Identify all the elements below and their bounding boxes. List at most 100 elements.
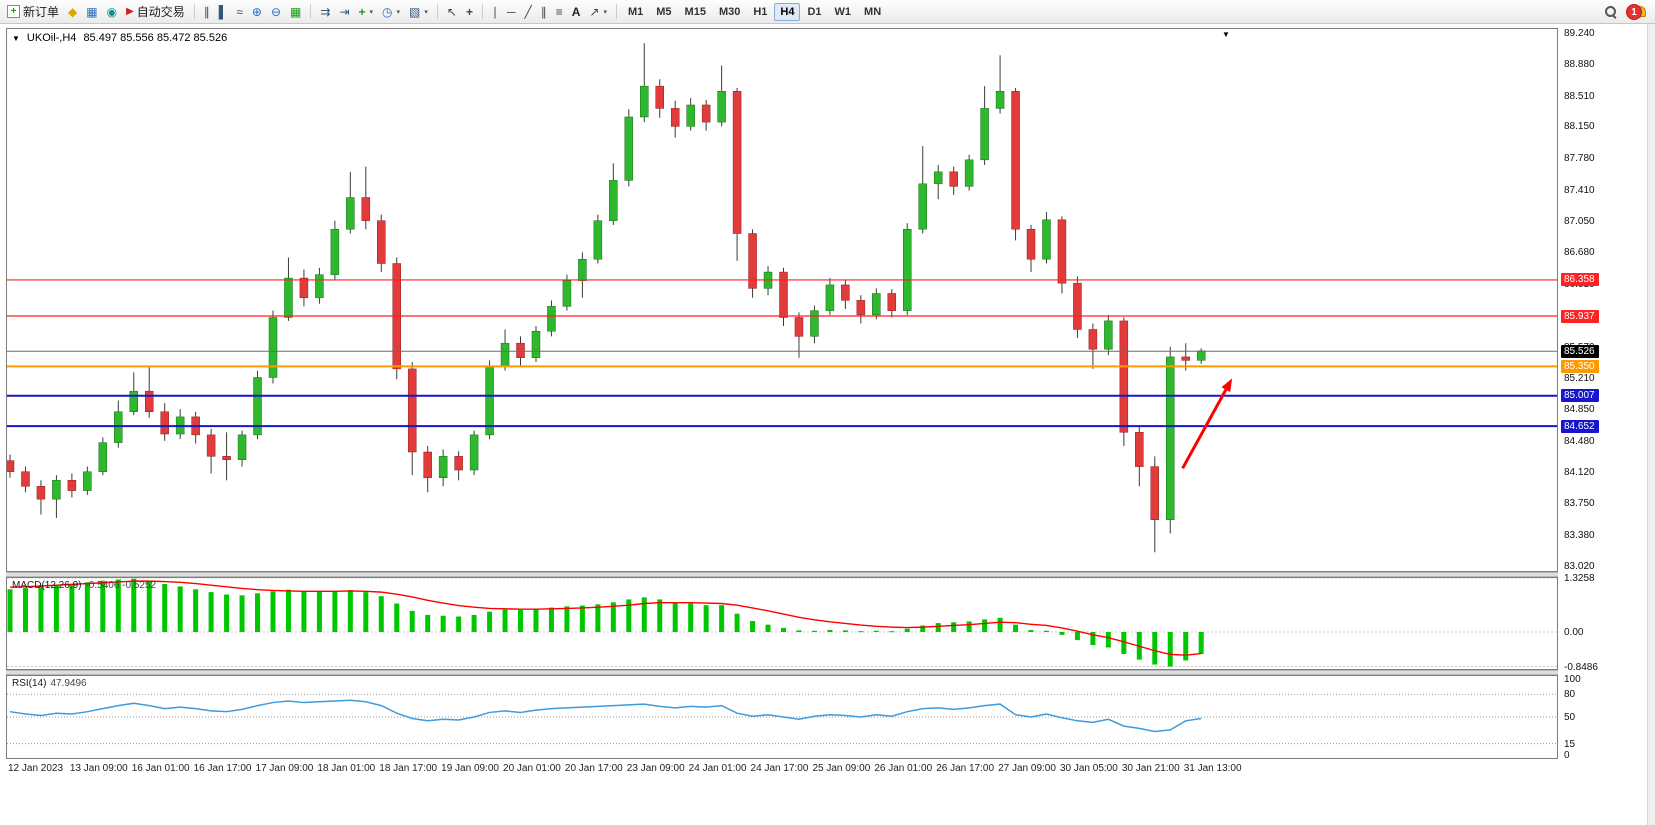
- date-axis-label: 20 Jan 01:00: [503, 763, 561, 774]
- auto-trading-button[interactable]: ▶ 自动交易: [122, 2, 189, 22]
- charts-button[interactable]: ◆: [64, 2, 81, 22]
- timeframe-m30-button[interactable]: M30: [718, 5, 741, 18]
- macd-title: MACD(12,26,9): [12, 580, 82, 591]
- indicator-axis-label: 80: [1564, 689, 1576, 701]
- timeframe-d1-button[interactable]: D1: [807, 5, 822, 18]
- trendline-tool-button[interactable]: ╱: [520, 2, 535, 22]
- auto-scroll-icon: ⇉: [320, 4, 331, 19]
- rsi-pane[interactable]: RSI(14) 47.9496: [6, 675, 1558, 759]
- vertical-scrollbar[interactable]: [1647, 24, 1655, 825]
- macd-canvas[interactable]: [7, 578, 1557, 669]
- macd-histogram: [7, 578, 1204, 667]
- timeframe-mn-button[interactable]: MN: [864, 5, 882, 18]
- price-axis-label: 88.150: [1564, 121, 1595, 133]
- bar-chart-button[interactable]: ∥: [200, 2, 214, 22]
- rsi-value: 47.9496: [50, 678, 87, 689]
- toolbar-separator: [310, 4, 312, 19]
- cursor-icon: ↖: [446, 4, 457, 19]
- price-tag: 86.358: [1561, 273, 1599, 287]
- price-axis-label: 87.410: [1564, 184, 1595, 196]
- date-axis-label: 24 Jan 17:00: [750, 763, 809, 774]
- toolbar-separator: [436, 4, 438, 19]
- text-tool-button[interactable]: A: [568, 2, 585, 22]
- cursor-button[interactable]: ↖: [443, 2, 461, 22]
- fibonacci-tool-button[interactable]: ≡: [552, 2, 567, 22]
- timeframe-m5-button[interactable]: M5: [656, 5, 672, 18]
- timeframe-h4-button[interactable]: H4: [774, 2, 801, 21]
- template-icon: ▧: [409, 4, 421, 19]
- horizontal-line-tool-button[interactable]: ─: [503, 2, 520, 22]
- indicators-button[interactable]: + ▾: [355, 2, 378, 22]
- tile-windows-icon: ▦: [290, 4, 302, 19]
- chevron-down-icon: ▾: [603, 8, 607, 16]
- date-axis-label: 17 Jan 09:00: [255, 763, 314, 774]
- chevron-down-icon: ▾: [369, 8, 374, 16]
- price-tag: 85.937: [1561, 309, 1599, 323]
- metaquotes-button[interactable]: ◉: [103, 2, 121, 22]
- vertical-line-icon: ∣: [491, 4, 498, 19]
- charts-icon: ◆: [68, 4, 78, 19]
- macd-label: MACD(12,26,9) -0.5406 -0.5252: [12, 580, 156, 591]
- horizontal-level-lines[interactable]: [7, 279, 1557, 428]
- price-chart-pane[interactable]: ▼ UKOil-,H4 85.497 85.556 85.472 85.526 …: [6, 28, 1558, 572]
- scroll-to-end-marker[interactable]: ▼: [1222, 30, 1230, 39]
- auto-scroll-button[interactable]: ⇉: [316, 2, 334, 22]
- rsi-title: RSI(14): [12, 678, 47, 689]
- rsi-line: [9, 699, 1202, 733]
- price-tag: 85.350: [1561, 359, 1599, 373]
- date-axis-label: 30 Jan 21:00: [1121, 763, 1180, 774]
- timeframe-h1-button[interactable]: H1: [753, 5, 768, 18]
- rsi-canvas[interactable]: [7, 676, 1557, 758]
- timeframe-w1-button[interactable]: W1: [834, 5, 852, 18]
- date-axis-label: 16 Jan 17:00: [193, 763, 252, 774]
- search-button[interactable]: [1600, 2, 1621, 22]
- indicator-axis-label: 1.3258: [1564, 573, 1595, 585]
- trend-arrow-annotation[interactable]: [1181, 378, 1233, 470]
- macd-pane[interactable]: MACD(12,26,9) -0.5406 -0.5252: [6, 577, 1558, 670]
- timeframe-m15-button[interactable]: M15: [684, 5, 706, 18]
- date-axis-label: 27 Jan 09:00: [998, 763, 1056, 774]
- crosshair-button[interactable]: +: [462, 2, 477, 22]
- price-tag: 84.652: [1561, 419, 1599, 433]
- chart-symbol-period: UKOil-,H4: [26, 32, 77, 44]
- date-axis-label: 18 Jan 01:00: [317, 763, 376, 774]
- pane-splitter[interactable]: [6, 572, 1558, 577]
- chart-shift-icon: ⇥: [339, 4, 350, 19]
- notification-count-badge[interactable]: 1: [1626, 4, 1642, 20]
- candlestick-chart-button[interactable]: ▌: [215, 2, 232, 22]
- chevron-down-icon: ▾: [396, 8, 401, 16]
- date-axis-label: 25 Jan 09:00: [812, 763, 871, 774]
- channel-tool-button[interactable]: ∥: [537, 2, 551, 22]
- timeframe-m1-button[interactable]: M1: [627, 5, 644, 18]
- templates-button[interactable]: ▧ ▾: [405, 2, 432, 22]
- arrows-tool-button[interactable]: ↗ ▾: [585, 2, 611, 22]
- price-axis[interactable]: 89.240 88.880 88.510 88.150 87.780 87.410 87.0…: [1560, 28, 1646, 761]
- market-watch-button[interactable]: ▦: [82, 2, 101, 22]
- line-chart-button[interactable]: ≈: [232, 2, 247, 22]
- date-axis-label: 30 Jan 05:00: [1059, 763, 1118, 774]
- price-axis-label: 89.240: [1564, 28, 1595, 39]
- zoom-in-button[interactable]: ⊕: [248, 2, 266, 22]
- price-axis-label: 84.480: [1564, 435, 1595, 447]
- toolbar-separator: [481, 4, 483, 19]
- fibonacci-icon: ≡: [555, 4, 563, 19]
- chart-shift-button[interactable]: ⇥: [335, 2, 353, 22]
- chevron-down-icon: ▾: [424, 8, 428, 16]
- tile-windows-button[interactable]: ▦: [286, 2, 305, 22]
- zoom-out-button[interactable]: ⊖: [267, 2, 285, 22]
- price-axis-label: 83.380: [1564, 530, 1595, 542]
- clock-icon: ◷: [382, 4, 393, 19]
- metaquotes-icon: ◉: [106, 4, 118, 19]
- vertical-line-tool-button[interactable]: ∣: [488, 2, 502, 22]
- periods-button[interactable]: ◷ ▾: [378, 2, 404, 22]
- price-chart-canvas[interactable]: [7, 29, 1557, 571]
- channel-icon: ∥: [540, 4, 547, 19]
- one-click-trading-toggle[interactable]: ▼: [12, 33, 20, 43]
- pane-splitter[interactable]: [6, 670, 1558, 675]
- macd-signal-line: [9, 580, 1202, 656]
- date-axis[interactable]: 12 Jan 2023 13 Jan 09:00 16 Jan 01:00 16 Ja…: [6, 759, 1558, 777]
- new-order-button[interactable]: + 新订单: [3, 2, 63, 22]
- auto-trading-label: 自动交易: [136, 5, 185, 19]
- date-axis-label: 31 Jan 13:00: [1183, 763, 1242, 774]
- toolbar-separator: [615, 4, 617, 19]
